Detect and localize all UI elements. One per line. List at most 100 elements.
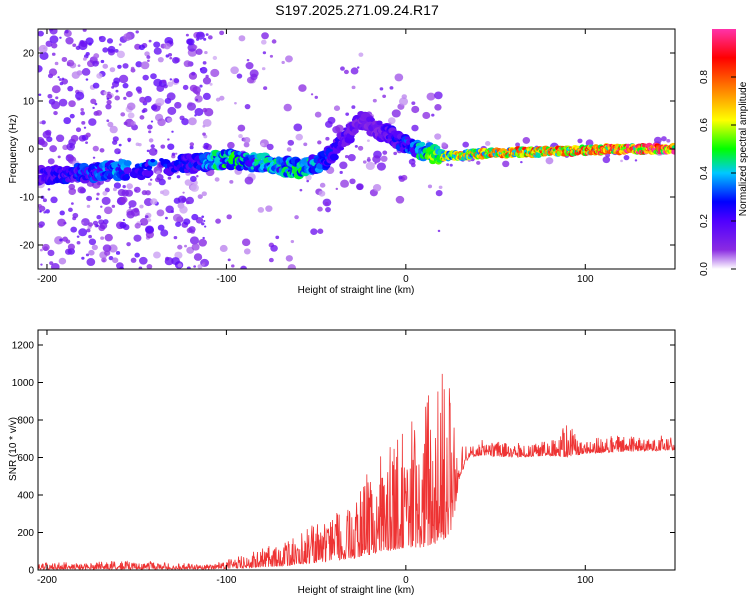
spectrogram-noise-blob (219, 244, 228, 253)
spectrogram-noise-blob (150, 198, 158, 205)
spectrogram-noise-blob (186, 266, 191, 269)
spectrogram-noise-blob (210, 68, 220, 78)
spectrogram-noise-blob (111, 204, 116, 208)
spectrogram-noise-blob (122, 82, 129, 89)
spectrogram-noise-blob (193, 45, 198, 49)
spectrogram-noise-blob (121, 189, 130, 197)
spectrogram-noise-blob (268, 257, 274, 263)
spectrogram-noise-blob (345, 112, 350, 116)
spectrogram-noise-blob (620, 159, 623, 163)
spectrogram-noise-blob (99, 148, 105, 153)
spectrogram-noise-blob (88, 222, 94, 227)
spectrogram-x-axis: -200 -100 0 100 (37, 29, 594, 285)
spectrogram-noise-blob (153, 41, 161, 48)
spectrogram-noise-blob (150, 104, 158, 111)
spectrogram-noise-blob (263, 86, 268, 90)
spectrogram-noise-blob (118, 43, 122, 46)
spectrogram-ridge-blob (329, 153, 339, 161)
spectrogram-noise-blob (174, 101, 182, 109)
snr-x-tick-label: 0 (403, 575, 409, 586)
spectrogram-noise-blob (389, 86, 394, 90)
spectrogram-noise-blob (275, 235, 280, 240)
spectrogram-x-label: Height of straight line (km) (298, 285, 415, 296)
snr-x-label: Height of straight line (km) (298, 585, 415, 596)
colorbar-label: Normalized spectral amplitude (738, 81, 749, 216)
spectrogram-noise-blob (81, 121, 86, 125)
spectrogram-noise-blob (138, 266, 143, 269)
spectrogram-noise-blob (77, 64, 81, 67)
spectrogram-noise-blob (202, 132, 206, 136)
spectrogram-noise-blob (161, 189, 170, 197)
spectrogram-noise-blob (157, 56, 164, 63)
spectrogram-noise-blob (441, 142, 447, 147)
spectrogram-noise-blob (176, 175, 181, 179)
snr-x-tick-label: 100 (577, 575, 594, 586)
spectrogram-noise-blob (41, 140, 48, 148)
spectrogram-noise-blob (167, 106, 177, 115)
spectrogram-noise-blob (99, 222, 108, 230)
spectrogram-noise-blob (189, 175, 197, 182)
spectrogram-noise-blob (163, 42, 171, 50)
spectrogram-noise-blob (38, 93, 42, 96)
spectrogram-noise-blob (145, 225, 154, 234)
spectrogram-noise-blob (148, 130, 152, 134)
spectrogram-noise-blob (139, 115, 145, 120)
colorbar-tick-label: 0.6 (699, 118, 710, 132)
spectrogram-noise-blob (135, 61, 143, 68)
spectrogram-noise-blob (122, 63, 129, 69)
spectrogram-noise-blob (142, 108, 148, 113)
snr-y-tick-label: 400 (17, 491, 34, 502)
spectrogram-noise-blob (229, 180, 234, 184)
spectrogram-noise-blob (128, 200, 137, 208)
spectrogram-noise-blob (68, 183, 76, 190)
spectrogram-noise-blob (85, 253, 90, 257)
spectrogram-noise-blob (197, 264, 203, 269)
spectrogram-noise-blob (333, 105, 341, 111)
spectrogram-noise-blob (179, 205, 188, 214)
spectrogram-noise-blob (51, 52, 56, 56)
spectrogram-noise-blob (196, 38, 200, 41)
spectrogram-noise-blob (185, 200, 190, 205)
spectrogram-noise-blob (100, 59, 105, 64)
spectrogram-noise-blob (310, 93, 314, 96)
spectrogram-noise-blob (144, 215, 149, 219)
spectrogram-noise-blob (102, 244, 112, 253)
spectrogram-noise-blob (148, 182, 152, 186)
spectrogram-noise-blob (195, 216, 204, 224)
spectrogram-noise-blob (634, 159, 638, 162)
spectrogram-noise-blob (138, 44, 145, 51)
spectrogram-noise-blob (351, 105, 356, 109)
spectrogram-noise-blob (172, 213, 182, 222)
spectrogram-noise-blob (92, 156, 96, 159)
spectrogram-noise-blob (59, 238, 63, 242)
spectrogram-noise-blob (261, 39, 267, 45)
spectrogram-noise-blob (250, 73, 258, 81)
spectrogram-noise-blob (191, 243, 200, 251)
spectrogram-y-tick-label: 20 (23, 49, 35, 60)
spectrogram-noise-blob (103, 91, 108, 95)
spectrogram-noise-blob (162, 79, 167, 84)
spectrogram-x-tick-label: -100 (216, 274, 236, 285)
spectrogram-noise-blob (104, 233, 113, 242)
spectrogram-noise-blob (299, 188, 303, 192)
spectrogram-noise-blob (76, 235, 80, 238)
spectrogram-noise-blob (169, 78, 173, 81)
spectrogram-noise-blob (344, 154, 349, 159)
spectrogram-noise-blob (156, 84, 165, 92)
spectrogram-y-tick-label: -10 (20, 193, 35, 204)
spectrogram-noise-blob (310, 228, 318, 236)
spectrogram-noise-blob (189, 142, 195, 147)
spectrogram-noise-blob (265, 205, 273, 212)
spectrogram-noise-blob (237, 124, 246, 132)
spectrogram-noise-blob (135, 142, 140, 147)
spectrogram-noise-blob (130, 257, 137, 263)
spectrogram-noise-blob (485, 141, 491, 146)
spectrogram-noise-blob (201, 222, 205, 226)
spectrogram-noise-blob (349, 178, 356, 185)
snr-y-tick-label: 1000 (12, 378, 35, 389)
spectrogram-noise-blob (202, 92, 211, 101)
spectrogram-noise-blob (118, 74, 129, 84)
spectrogram-noise-blob (602, 156, 611, 164)
spectrogram-noise-blob (195, 31, 205, 40)
spectrogram-noise-blob (234, 102, 237, 105)
